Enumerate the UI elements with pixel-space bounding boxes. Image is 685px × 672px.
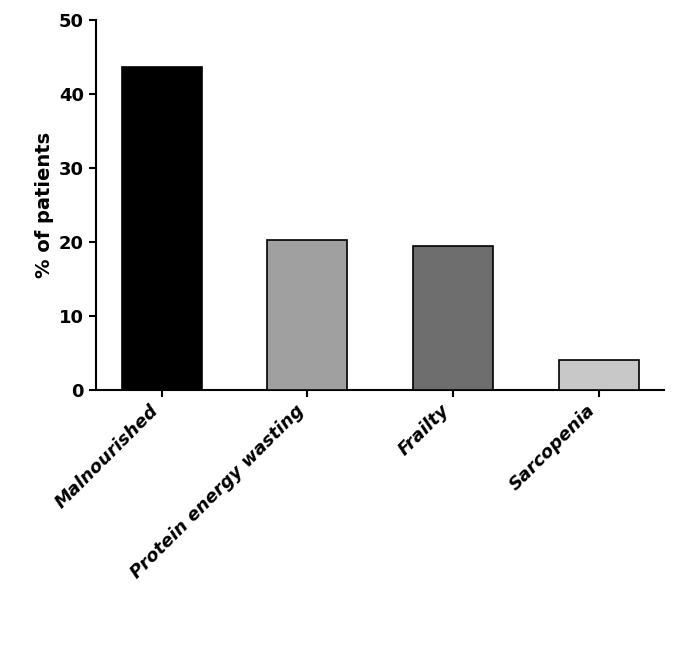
Bar: [122, 67, 202, 390]
Bar: [413, 247, 493, 390]
Bar: [267, 240, 347, 390]
Bar: [558, 360, 638, 390]
Y-axis label: % of patients: % of patients: [34, 132, 53, 278]
